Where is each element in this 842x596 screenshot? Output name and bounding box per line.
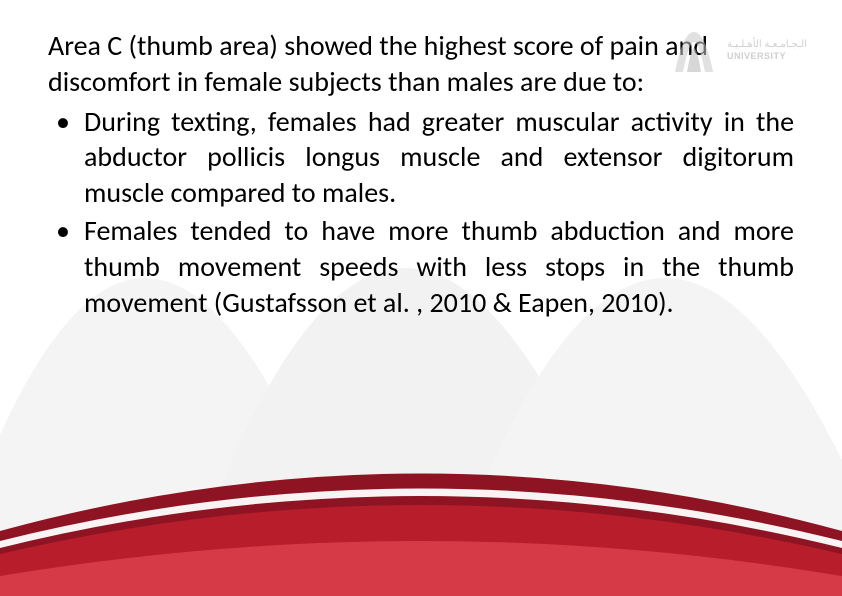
bottom-red-band	[0, 436, 842, 596]
logo-text: الـجـامـعـة الأهـلـيـة UNIVERSITY	[727, 39, 807, 62]
bullet-list: During texting, females had greater musc…	[48, 104, 794, 321]
logo-arabic: الـجـامـعـة الأهـلـيـة	[727, 39, 807, 51]
logo-mark-icon	[669, 28, 719, 72]
university-logo: الـجـامـعـة الأهـلـيـة UNIVERSITY	[669, 20, 814, 80]
logo-english-top: UNIVERSITY	[727, 51, 807, 62]
list-item: Females tended to have more thumb abduct…	[48, 213, 794, 320]
list-item: During texting, females had greater musc…	[48, 104, 794, 211]
